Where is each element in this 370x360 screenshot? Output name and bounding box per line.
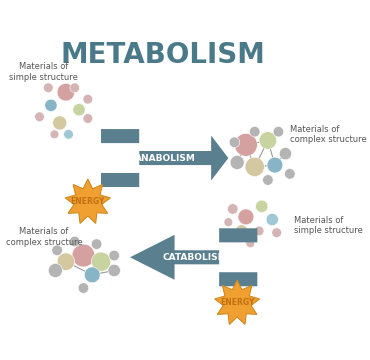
Circle shape <box>52 245 63 256</box>
Circle shape <box>285 168 295 179</box>
Circle shape <box>84 267 100 283</box>
Circle shape <box>83 94 92 104</box>
Polygon shape <box>215 280 260 324</box>
Text: Materials of
simple structure: Materials of simple structure <box>10 62 78 82</box>
Circle shape <box>246 239 255 248</box>
Circle shape <box>256 200 268 212</box>
Circle shape <box>64 130 73 139</box>
Text: ANABOLISM: ANABOLISM <box>135 154 196 163</box>
Text: CATABOLISM: CATABOLISM <box>163 253 227 262</box>
Text: Materials of
complex structure: Materials of complex structure <box>290 125 367 144</box>
Circle shape <box>70 236 80 247</box>
Circle shape <box>224 218 233 226</box>
Circle shape <box>279 148 292 160</box>
Circle shape <box>235 134 258 156</box>
Circle shape <box>267 157 283 173</box>
Circle shape <box>35 112 44 122</box>
Circle shape <box>249 126 260 137</box>
Circle shape <box>50 130 59 139</box>
Circle shape <box>45 99 57 112</box>
Circle shape <box>229 137 240 148</box>
Text: Materials of
complex structure: Materials of complex structure <box>6 228 82 247</box>
Circle shape <box>238 209 254 225</box>
Circle shape <box>108 264 120 276</box>
Circle shape <box>263 175 273 185</box>
Circle shape <box>78 283 89 293</box>
Circle shape <box>83 114 92 123</box>
Text: Materials of
simple structure: Materials of simple structure <box>294 216 363 235</box>
Circle shape <box>272 228 282 238</box>
Circle shape <box>259 132 277 149</box>
Circle shape <box>57 253 75 270</box>
Circle shape <box>72 244 95 267</box>
Circle shape <box>109 250 120 261</box>
Circle shape <box>44 83 53 93</box>
Circle shape <box>235 225 248 237</box>
Text: METABOLISM: METABOLISM <box>60 41 265 69</box>
Text: ENERGY: ENERGY <box>220 298 254 307</box>
Circle shape <box>70 83 80 93</box>
Circle shape <box>245 157 265 176</box>
Circle shape <box>228 204 238 214</box>
Circle shape <box>48 264 63 278</box>
Circle shape <box>266 213 278 226</box>
Circle shape <box>254 226 264 236</box>
Circle shape <box>91 239 102 249</box>
Circle shape <box>73 104 85 116</box>
Polygon shape <box>101 129 228 187</box>
Circle shape <box>230 156 244 170</box>
Polygon shape <box>65 179 110 224</box>
Circle shape <box>57 84 75 101</box>
Circle shape <box>53 116 67 130</box>
Polygon shape <box>130 228 258 286</box>
Circle shape <box>273 126 284 137</box>
Circle shape <box>91 252 111 271</box>
Text: ENERGY: ENERGY <box>71 197 105 206</box>
